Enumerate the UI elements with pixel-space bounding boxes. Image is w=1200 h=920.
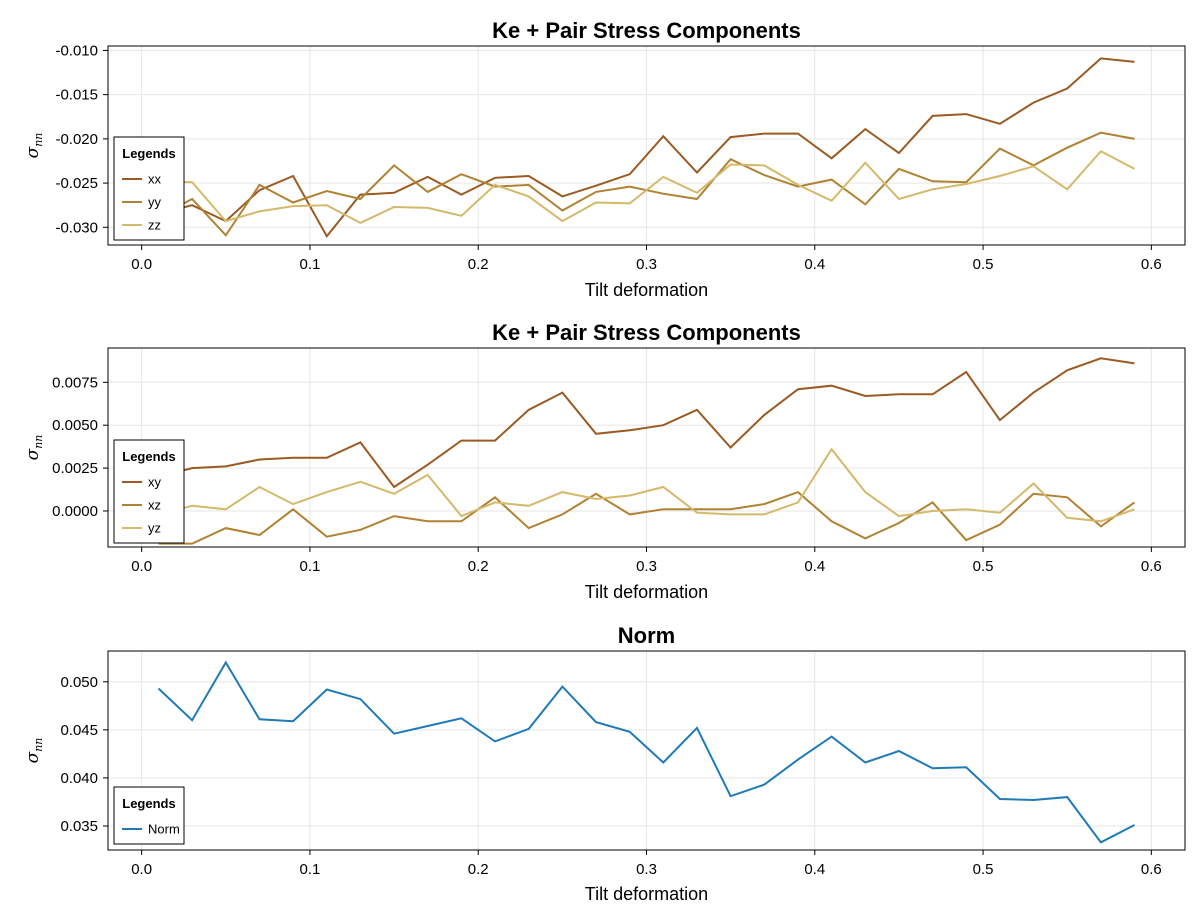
- y-tick-label: -0.010: [55, 42, 98, 59]
- x-tick-label: 0.2: [468, 558, 489, 575]
- x-tick-label: 0.1: [300, 558, 321, 575]
- series-line-zz: [158, 149, 1135, 225]
- legend-box: [113, 786, 185, 845]
- legend: Legends xx yy zz: [113, 136, 185, 241]
- legend-title: Legends: [122, 146, 175, 161]
- y-tick-label: 0.0025: [52, 460, 98, 477]
- y-tick-label: 0.0050: [52, 417, 98, 434]
- x-tick-label: 0.3: [636, 861, 657, 878]
- y-tick-label: 0.050: [60, 674, 98, 691]
- x-tick-label: 0.1: [300, 256, 321, 273]
- chart-title: Ke + Pair Stress Components: [492, 18, 801, 43]
- x-tick-label: 0.0: [131, 256, 152, 273]
- x-tick-label: 0.2: [468, 256, 489, 273]
- y-tick-label: -0.030: [55, 219, 98, 236]
- legend-box: [113, 439, 185, 544]
- series-line-yz: [158, 447, 1135, 523]
- y-tick-label: 0.0075: [52, 374, 98, 391]
- legend-label-yy: yy: [148, 195, 162, 210]
- series-line-xx: [158, 57, 1135, 238]
- y-tick-label: 0.040: [60, 770, 98, 787]
- x-axis-label: Tilt deformation: [585, 884, 708, 904]
- legend-title: Legends: [122, 449, 175, 464]
- x-tick-label: 0.4: [804, 256, 825, 273]
- chart-panel-3: 0.0 0.1 0.2 0.3 0.4 0.5 0.6 0.050 0.045 0.040 0.03…: [23, 623, 1186, 904]
- x-axis-label: Tilt deformation: [585, 280, 708, 300]
- y-tick-label: -0.015: [55, 87, 98, 104]
- x-tick-label: 0.4: [804, 558, 825, 575]
- chart-panel-2: 0.0 0.1 0.2 0.3 0.4 0.5 0.6 0.0075 0.0050 0.0025 0…: [23, 320, 1186, 602]
- chart-title: Norm: [618, 623, 675, 648]
- chart-panel-1: 0.0 0.1 0.2 0.3 0.4 0.5 0.6 -0.010 -0.015 -0.020 -…: [23, 18, 1186, 300]
- legend-title: Legends: [122, 796, 175, 811]
- x-tick-label: 0.5: [973, 558, 994, 575]
- y-axis-label: σnn: [23, 435, 45, 461]
- x-tick-label: 0.6: [1141, 558, 1162, 575]
- legend-box: [113, 136, 185, 241]
- y-tick-label: 0.035: [60, 818, 98, 835]
- series-line-Norm: [157, 660, 1135, 844]
- x-tick-label: 0.2: [468, 861, 489, 878]
- y-axis-label: σnn: [23, 738, 45, 764]
- legend-label-xy: xy: [148, 475, 162, 490]
- y-axis-label: σnn: [23, 133, 45, 159]
- x-tick-label: 0.5: [973, 256, 994, 273]
- x-tick-label: 0.3: [636, 256, 657, 273]
- series-line-xy: [158, 357, 1135, 489]
- chart-title: Ke + Pair Stress Components: [492, 320, 801, 345]
- series-line-xz: [158, 490, 1136, 545]
- legend-label-xz: xz: [148, 498, 161, 513]
- x-tick-label: 0.5: [973, 861, 994, 878]
- x-tick-label: 0.6: [1141, 256, 1162, 273]
- x-tick-label: 0.3: [636, 558, 657, 575]
- legend: Legends Norm: [113, 786, 185, 845]
- y-tick-label: 0.0000: [52, 503, 98, 520]
- legend-label-yz: yz: [148, 521, 161, 536]
- x-tick-label: 0.4: [804, 861, 825, 878]
- x-axis-label: Tilt deformation: [585, 582, 708, 602]
- x-tick-label: 0.6: [1141, 861, 1162, 878]
- x-tick-label: 0.1: [300, 861, 321, 878]
- y-tick-label: 0.045: [60, 722, 98, 739]
- legend-label-zz: zz: [148, 218, 161, 233]
- legend: Legends xy xz yz: [113, 439, 185, 544]
- y-tick-label: -0.020: [55, 131, 98, 148]
- legend-label-xx: xx: [148, 172, 162, 187]
- x-tick-label: 0.0: [131, 558, 152, 575]
- y-tick-label: -0.025: [55, 175, 98, 192]
- x-tick-label: 0.0: [131, 861, 152, 878]
- legend-label-Norm: Norm: [148, 822, 180, 837]
